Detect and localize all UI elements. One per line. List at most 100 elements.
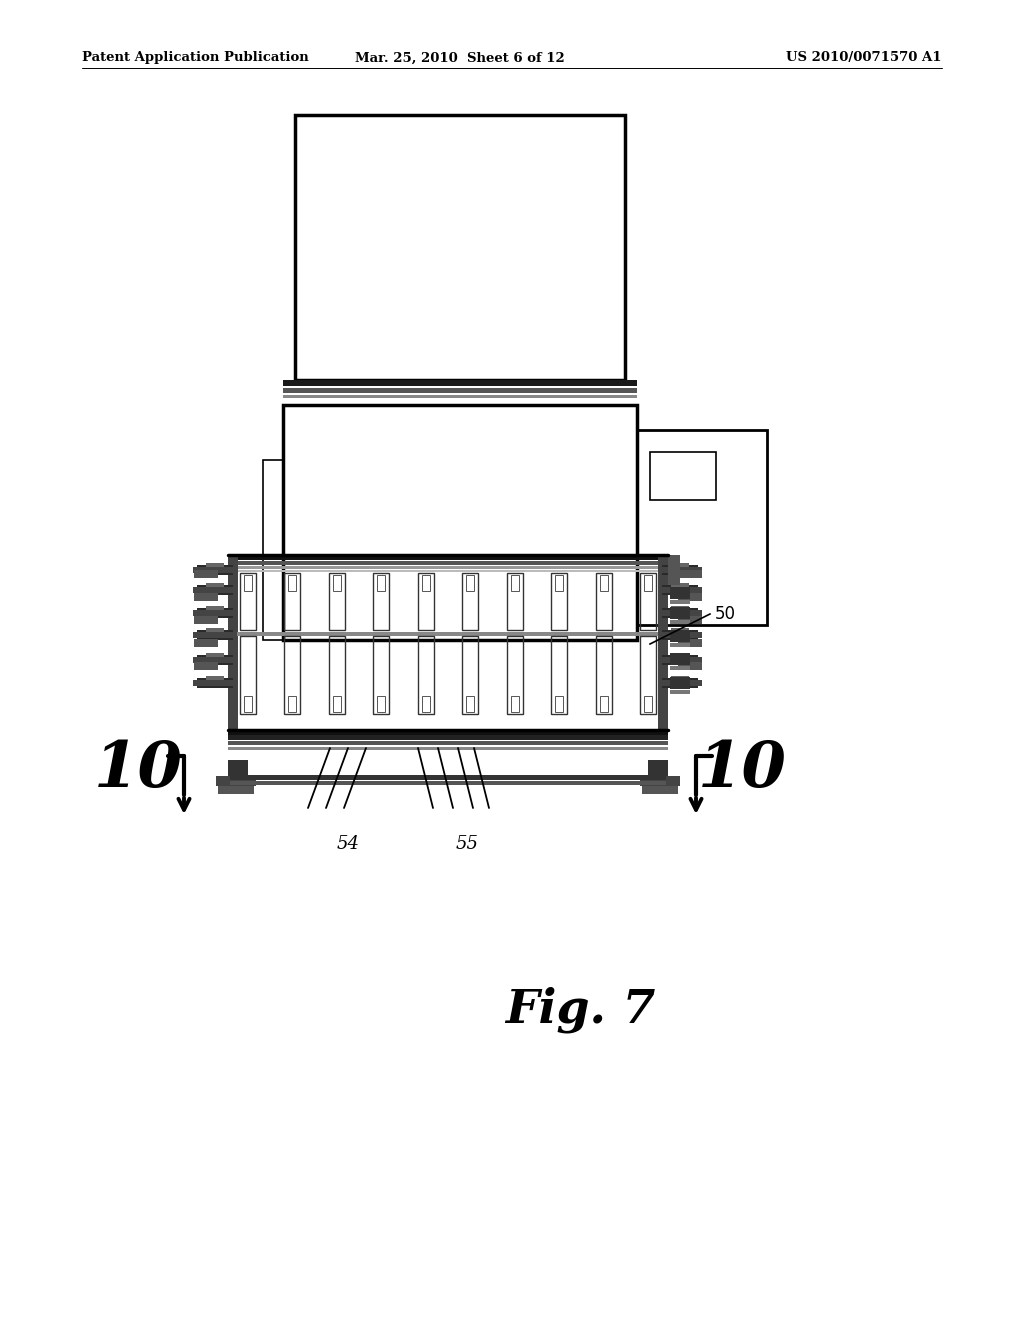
Bar [206, 583, 224, 587]
Text: Mar. 25, 2010  Sheet 6 of 12: Mar. 25, 2010 Sheet 6 of 12 [355, 51, 565, 65]
Bar [640, 573, 656, 630]
Bar [662, 609, 698, 618]
Bar [285, 573, 300, 630]
Bar [555, 576, 563, 591]
Bar [466, 696, 474, 711]
Bar [228, 730, 668, 735]
Bar [596, 573, 611, 630]
Bar [206, 653, 224, 657]
Bar [333, 576, 341, 591]
Bar [228, 741, 668, 744]
Bar [671, 653, 689, 657]
Text: Fig. 7: Fig. 7 [505, 987, 655, 1034]
Bar [555, 696, 563, 711]
Bar [194, 593, 218, 601]
Bar [374, 636, 389, 714]
Text: Patent Application Publication: Patent Application Publication [82, 51, 309, 65]
Bar [678, 570, 702, 578]
Bar [329, 636, 345, 714]
Bar [377, 576, 385, 591]
Bar [662, 630, 698, 640]
Bar [670, 630, 690, 642]
Bar [283, 405, 637, 640]
Bar [650, 451, 716, 500]
Bar [374, 573, 389, 630]
Bar [600, 696, 607, 711]
Bar [194, 663, 218, 671]
Bar [206, 676, 224, 680]
Bar [658, 554, 668, 730]
Bar [228, 554, 238, 730]
Bar [194, 616, 218, 624]
Bar [228, 760, 248, 776]
Bar [329, 573, 345, 630]
Bar [197, 678, 233, 688]
Bar [194, 570, 218, 578]
Bar [197, 585, 233, 595]
Bar [658, 610, 702, 616]
Bar [228, 554, 668, 560]
Bar [658, 657, 702, 663]
Bar [658, 568, 702, 573]
Bar [228, 735, 668, 741]
Bar [422, 696, 430, 711]
Bar [511, 696, 519, 711]
Bar [678, 639, 702, 647]
Bar [206, 628, 224, 632]
Bar [644, 696, 652, 711]
Text: 55: 55 [456, 836, 478, 853]
Bar [193, 587, 237, 593]
Bar [244, 696, 252, 711]
Bar [197, 609, 233, 618]
Bar [462, 636, 478, 714]
Bar [640, 636, 656, 714]
Bar [507, 573, 522, 630]
Bar [596, 636, 611, 714]
Bar [668, 554, 680, 585]
Bar [285, 636, 300, 714]
Bar [283, 388, 637, 393]
Bar [637, 430, 767, 624]
Bar [466, 576, 474, 591]
Bar [600, 576, 607, 591]
Bar [670, 653, 690, 665]
Text: 10: 10 [93, 739, 182, 801]
Bar [671, 676, 689, 680]
Bar [670, 667, 690, 671]
Bar [230, 781, 666, 785]
Bar [644, 576, 652, 591]
Bar [228, 561, 668, 565]
Bar [197, 655, 233, 665]
Bar [289, 576, 296, 591]
Bar [244, 576, 252, 591]
Bar [670, 587, 690, 599]
Bar [671, 564, 689, 568]
Bar [206, 564, 224, 568]
Bar [230, 775, 666, 780]
Bar [551, 636, 567, 714]
Bar [289, 696, 296, 711]
Bar [240, 636, 256, 714]
Bar [197, 630, 233, 640]
Bar [295, 115, 625, 380]
Bar [216, 776, 256, 785]
Bar [377, 696, 385, 711]
Bar [507, 636, 522, 714]
Bar [511, 576, 519, 591]
Bar [193, 632, 237, 638]
Bar [670, 620, 690, 624]
Bar [648, 760, 668, 776]
Bar [228, 632, 668, 636]
Bar [551, 573, 567, 630]
Bar [240, 573, 256, 630]
Bar [228, 737, 668, 741]
Bar [283, 380, 637, 385]
Bar [670, 677, 690, 689]
Bar [662, 585, 698, 595]
Bar [228, 566, 668, 569]
Bar [462, 573, 478, 630]
Bar [658, 632, 702, 638]
Bar [671, 628, 689, 632]
Bar [418, 636, 434, 714]
Bar [642, 785, 678, 795]
